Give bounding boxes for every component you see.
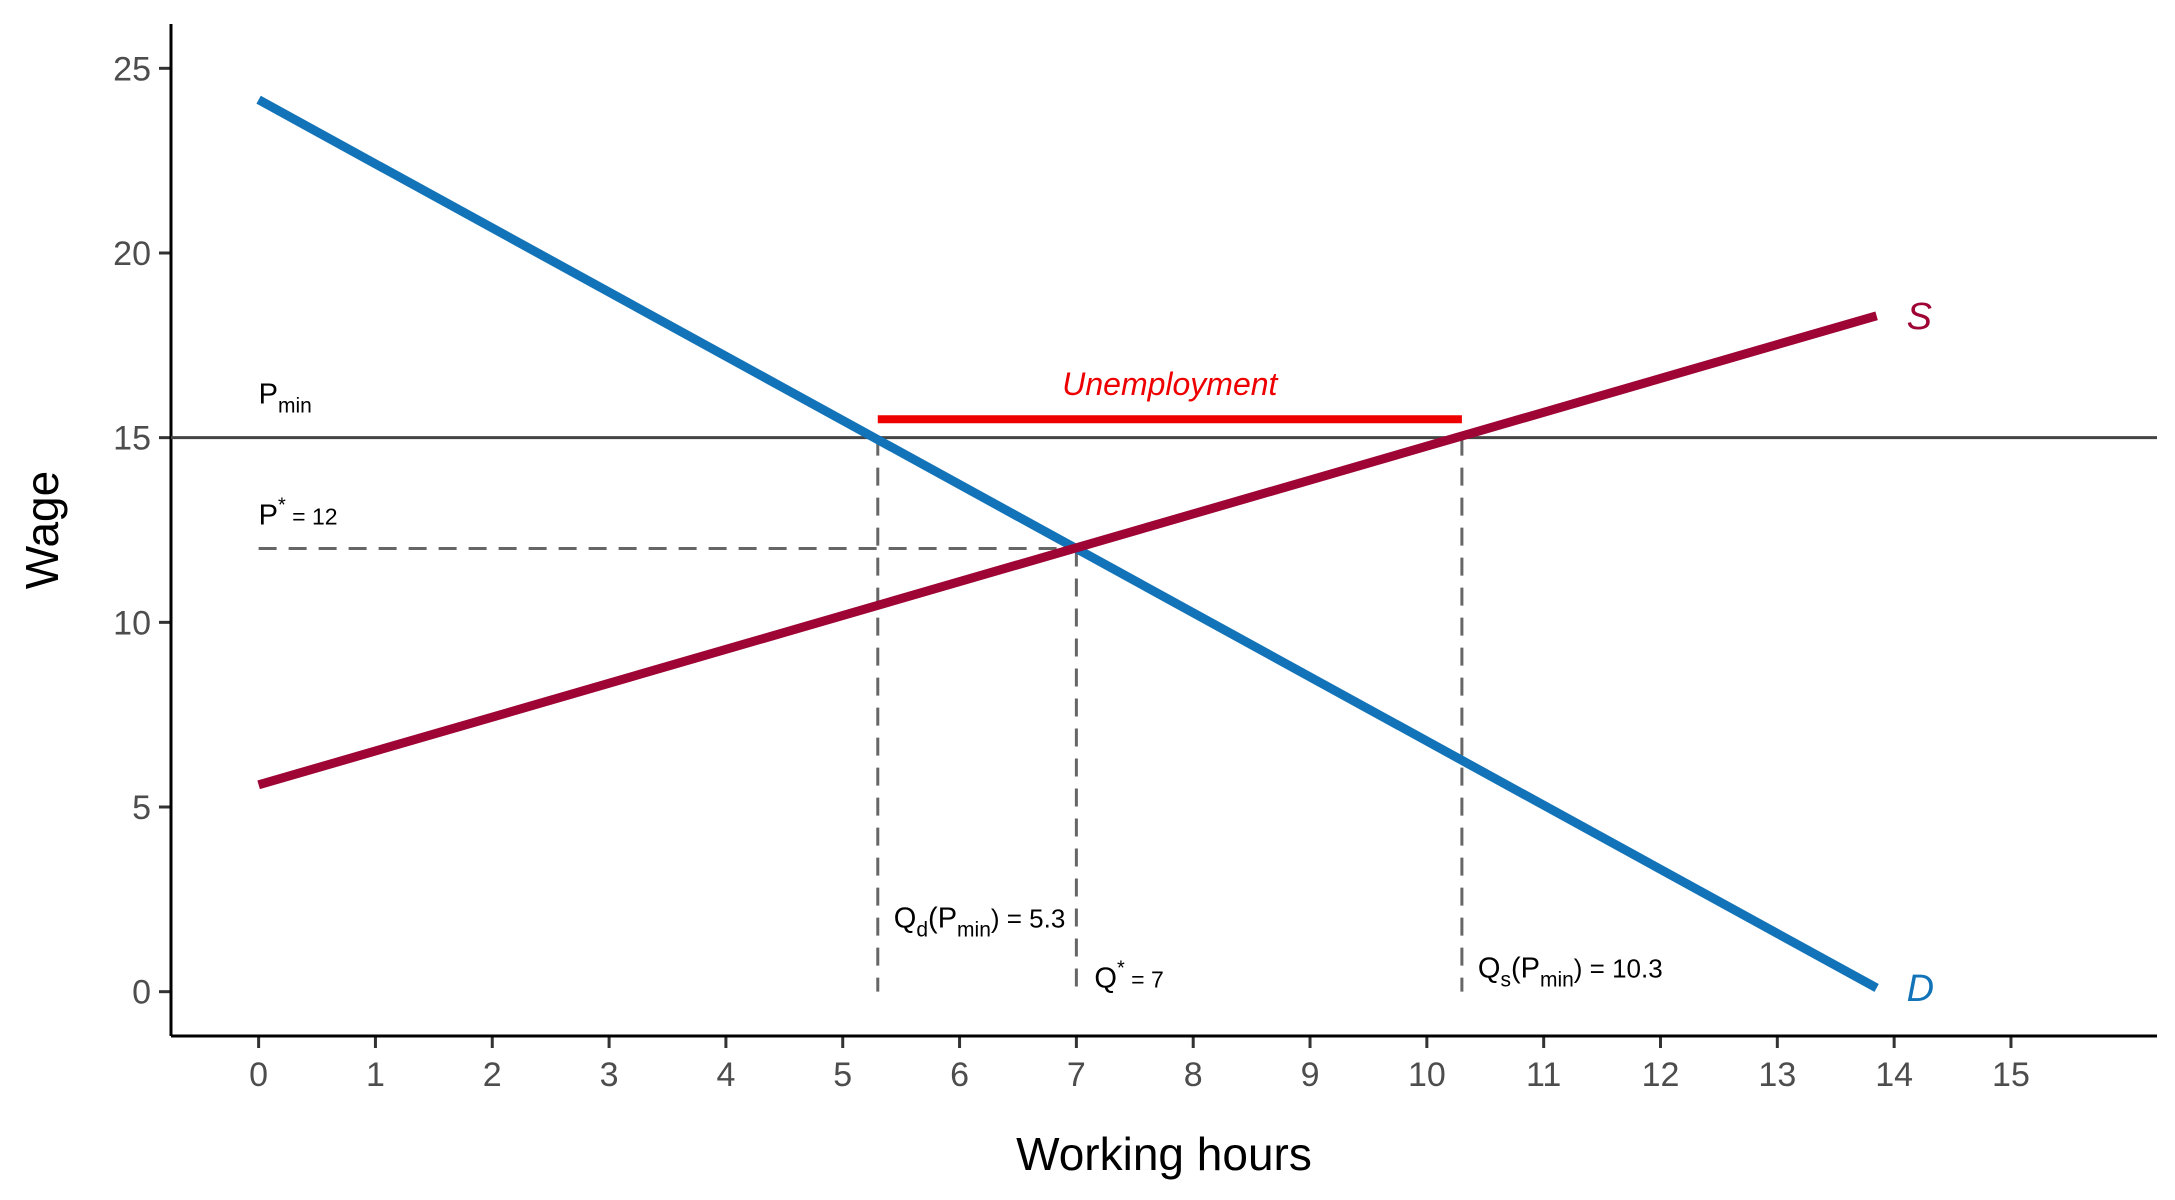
- x-tick-label: 1: [366, 1056, 385, 1094]
- x-tick-label: 4: [716, 1056, 735, 1094]
- x-tick-label: 0: [249, 1056, 268, 1094]
- y-tick-label: 15: [113, 420, 151, 458]
- x-axis-title: Working hours: [1016, 1128, 1312, 1180]
- x-tick-label: 14: [1875, 1056, 1913, 1094]
- x-tick-label: 6: [950, 1056, 969, 1094]
- pmin-annotation: Pmin: [259, 379, 312, 418]
- y-tick-label: 0: [132, 974, 151, 1012]
- unemployment-label: Unemployment: [1062, 366, 1278, 402]
- qs-annotation: Qs(Pmin) = 10.3: [1478, 953, 1663, 992]
- y-axis-title: Wage: [16, 471, 68, 589]
- x-tick-label: 8: [1184, 1056, 1203, 1094]
- y-tick-label: 20: [113, 235, 151, 273]
- x-tick-label: 3: [600, 1056, 619, 1094]
- pstar-annotation: P* = 12: [259, 494, 338, 531]
- supply-curve: [257, 311, 1878, 790]
- y-tick-label: 25: [113, 50, 151, 88]
- supply-curve-label: S: [1907, 296, 1932, 338]
- x-tick-label: 7: [1067, 1056, 1086, 1094]
- y-axis-ticks: 0 5 10 15 20 25: [113, 50, 171, 1012]
- qstar-annotation: Q* = 7: [1094, 958, 1163, 995]
- x-tick-label: 9: [1301, 1056, 1320, 1094]
- x-tick-label: 12: [1642, 1056, 1680, 1094]
- demand-curve-label: D: [1907, 968, 1934, 1010]
- x-tick-label: 11: [1526, 1056, 1561, 1094]
- y-tick-label: 10: [113, 604, 151, 642]
- x-tick-label: 5: [833, 1056, 852, 1094]
- demand-curve: [256, 95, 1879, 992]
- x-tick-label: 2: [483, 1056, 502, 1094]
- x-axis-ticks: 0 1 2 3 4 5 6 7 8 9 10 11 12 13 14 15: [249, 1036, 2030, 1094]
- y-tick-label: 5: [132, 789, 151, 827]
- qd-annotation: Qd(Pmin) = 5.3: [894, 903, 1066, 942]
- x-tick-label: 15: [1992, 1056, 2030, 1094]
- x-tick-label: 13: [1758, 1056, 1796, 1094]
- x-tick-label: 10: [1408, 1056, 1446, 1094]
